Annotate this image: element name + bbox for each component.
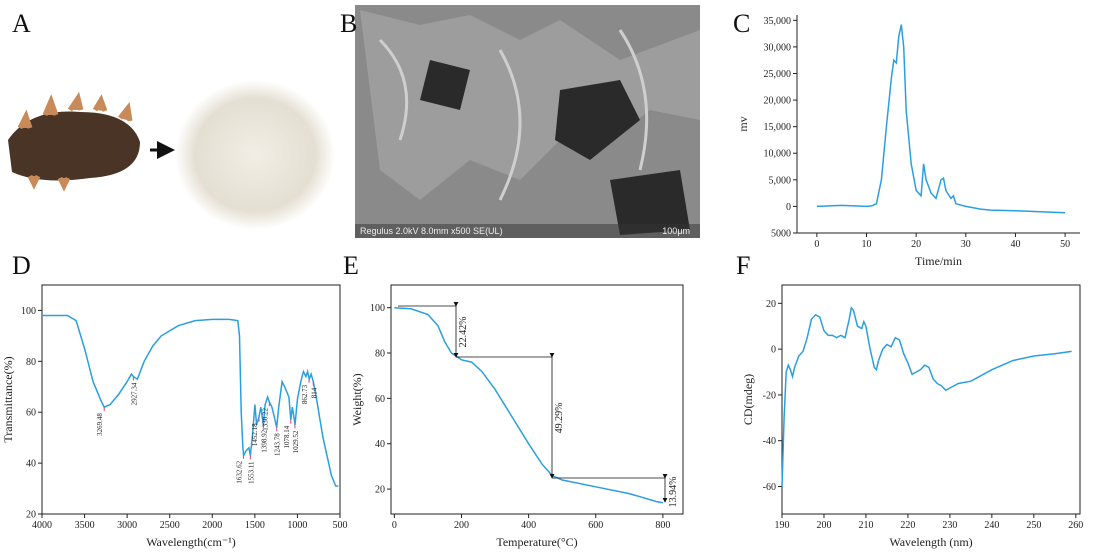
peak-label: 1398.92 [260, 429, 268, 452]
x-tick-label: 30 [961, 239, 971, 250]
y-axis-label: Weight(%) [350, 373, 364, 425]
panel-label: D [12, 251, 31, 280]
x-tick-label: 260 [1068, 520, 1083, 531]
x-tick-label: 800 [655, 520, 670, 531]
y-axis-label: CD(mdeg) [741, 374, 755, 425]
x-tick-label: 190 [775, 520, 790, 531]
plot-frame [781, 284, 1081, 515]
y-tick-label: 35,000 [764, 16, 792, 27]
x-axis-label: Wavelength (nm) [889, 535, 972, 549]
x-tick-label: 600 [588, 520, 603, 531]
panel-label: F [736, 251, 750, 280]
peak-label: 1330.22 [261, 407, 269, 430]
y-tick-label: 20 [375, 485, 385, 496]
sea-cucumber-photo [8, 80, 335, 230]
y-tick-label: 100 [21, 306, 36, 317]
peak-label: 1078.14 [283, 425, 291, 448]
y-axis-label: mv [736, 116, 750, 131]
x-axis-label: Temperature(°C) [496, 535, 577, 549]
x-tick-label: 0 [392, 520, 397, 531]
x-tick-label: 50 [1060, 239, 1070, 250]
x-tick-label: 200 [454, 520, 469, 531]
peak-label: 2927.34 [130, 382, 138, 405]
y-tick-label: -40 [763, 436, 776, 447]
y-tick-label: 80 [26, 357, 36, 368]
x-tick-label: 1000 [287, 520, 307, 531]
x-tick-label: 2500 [160, 520, 180, 531]
y-tick-label: 5,000 [769, 175, 792, 186]
x-tick-label: 3000 [117, 520, 137, 531]
x-axis-label: Wavelength(cm⁻¹) [146, 535, 236, 549]
y-tick-label: 80 [375, 349, 385, 360]
data-line [781, 306, 1072, 487]
y-tick-label: 20,000 [764, 96, 792, 107]
panel-label: A [12, 9, 31, 38]
sem-scale: 100μm [662, 226, 690, 236]
plot-frame [390, 284, 684, 515]
y-tick-label: 40 [375, 439, 385, 450]
step-label: 49.29% [554, 403, 565, 434]
step-label: 22.42% [458, 317, 469, 348]
x-tick-label: 230 [942, 520, 957, 531]
peak-label: 1029.52 [292, 430, 300, 453]
data-line [42, 314, 339, 487]
peak-label: 1553.11 [247, 461, 255, 484]
x-tick-label: 0 [814, 239, 819, 250]
peak-label: 3269.48 [96, 413, 104, 436]
data-line [816, 24, 1066, 214]
y-tick-label: -20 [763, 390, 776, 401]
x-tick-label: 240 [984, 520, 999, 531]
y-tick-label: 0 [771, 345, 776, 356]
y-tick-label: 20 [766, 299, 776, 310]
x-tick-label: 4000 [32, 520, 52, 531]
x-tick-label: 500 [333, 520, 348, 531]
peak-label: 1243.78 [274, 433, 282, 456]
peak-label: 814 [310, 387, 318, 398]
sem-image: Regulus 2.0kV 8.0mm x500 SE(UL) 100μm [355, 5, 700, 238]
x-tick-label: 200 [816, 520, 831, 531]
y-tick-label: 25,000 [764, 69, 792, 80]
y-tick-label: 10,000 [764, 149, 792, 160]
plot-frame [41, 284, 341, 515]
x-tick-label: 20 [911, 239, 921, 250]
y-axis-label: Transmittance(%) [1, 356, 15, 442]
peak-label: 862.73 [301, 384, 309, 404]
y-tick-label: 100 [370, 303, 385, 314]
y-tick-label: 5000 [771, 229, 791, 240]
x-tick-label: 250 [1026, 520, 1041, 531]
y-tick-label: 60 [375, 394, 385, 405]
y-tick-label: 30,000 [764, 42, 792, 53]
x-tick-label: 210 [858, 520, 873, 531]
sem-caption: Regulus 2.0kV 8.0mm x500 SE(UL) [360, 226, 503, 236]
x-tick-label: 10 [862, 239, 872, 250]
y-tick-label: 0 [786, 202, 791, 213]
peak-label: 1452.18 [251, 423, 259, 446]
x-tick-label: 2000 [202, 520, 222, 531]
panel-label: C [733, 9, 750, 38]
x-tick-label: 3500 [75, 520, 95, 531]
step-label: 13.94% [668, 477, 679, 508]
y-tick-label: 20 [26, 510, 36, 521]
panel-label: B [340, 9, 357, 38]
data-line [394, 306, 664, 504]
y-tick-label: 40 [26, 459, 36, 470]
x-tick-label: 1500 [245, 520, 265, 531]
y-tick-label: 60 [26, 408, 36, 419]
panel-label: E [343, 251, 359, 280]
x-tick-label: 40 [1010, 239, 1020, 250]
x-axis-label: Time/min [915, 254, 962, 268]
peak-label: 1632.62 [236, 460, 244, 483]
x-tick-label: 220 [900, 520, 915, 531]
y-tick-label: -60 [763, 482, 776, 493]
y-tick-label: 15,000 [764, 122, 792, 133]
x-tick-label: 400 [521, 520, 536, 531]
